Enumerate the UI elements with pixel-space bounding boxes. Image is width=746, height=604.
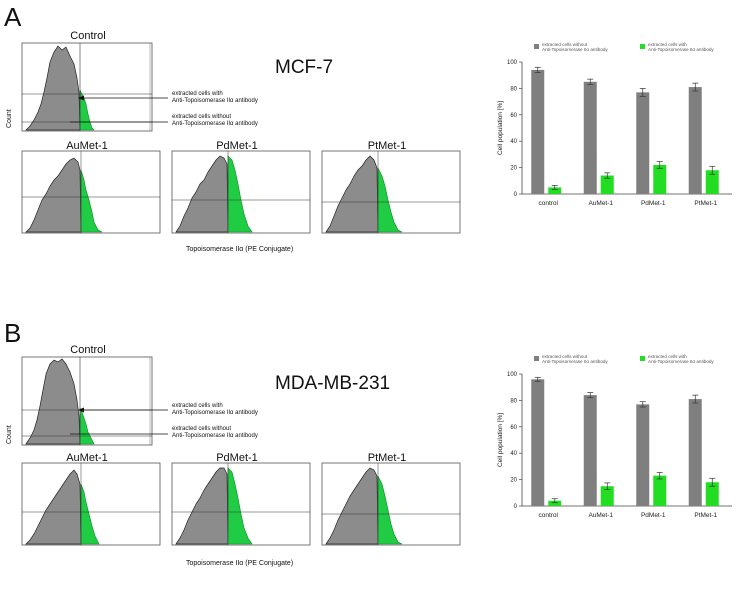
cell-line-title: MDA-MB-231 <box>275 373 391 394</box>
count-axis-label: Count <box>6 109 13 128</box>
annotation-with-line1: extracted cells with <box>172 91 223 97</box>
bar-with-3 <box>705 482 719 506</box>
pdmet-title: PdMet-1 <box>216 452 258 464</box>
annotation-with-line2: Anti-Topoisomerase IIα antibody <box>172 410 258 416</box>
count-axis-label: Count <box>6 425 13 444</box>
y-tick-label: 0 <box>514 504 518 510</box>
y-tick-label: 40 <box>510 451 517 457</box>
panel-letter: B <box>4 318 22 348</box>
y-tick-label: 80 <box>510 86 517 92</box>
chart-legend: extracted cells withoutAnti-Topoisomeras… <box>534 354 714 364</box>
bar-with-1 <box>600 175 614 194</box>
y-tick-label: 60 <box>510 425 517 431</box>
category-label-2: PdMet-1 <box>641 512 666 519</box>
legend-label-without-1: extracted cells without <box>542 354 588 359</box>
annotation-arrows <box>70 95 168 123</box>
legend-label-with-1: extracted cells with <box>648 354 687 359</box>
legend-label-without-1: extracted cells without <box>542 42 588 47</box>
annotation-without-line2: Anti-Topoisomerase IIα antibody <box>172 433 258 439</box>
control-histogram <box>21 356 153 446</box>
bar-chart-a: extracted cells withoutAnti-Topoisomeras… <box>497 42 732 207</box>
annotation-without-line2: Anti-Topoisomerase IIα antibody <box>172 121 258 127</box>
annotation-without-line1: extracted cells without <box>172 426 232 432</box>
y-tick-label: 20 <box>510 166 517 172</box>
y-tick-label: 40 <box>510 139 517 145</box>
bar-without-3 <box>688 87 702 194</box>
annotation-with: extracted cells with Anti-Topoisomerase … <box>172 91 258 105</box>
ptmet-title: PtMet-1 <box>367 140 407 152</box>
annotation-with: extracted cells with Anti-Topoisomerase … <box>172 403 258 417</box>
bar-without-1 <box>583 395 597 506</box>
y-axis-label: Cell population [%] <box>497 413 504 467</box>
pdmet-title: PdMet-1 <box>216 140 258 152</box>
bar-with-3 <box>705 170 719 194</box>
panel-a: A MCF-7 Count Control extracted cells wi… <box>0 0 746 288</box>
cell-line-title: MCF-7 <box>275 57 334 78</box>
annotation-with-line1: extracted cells with <box>172 403 223 409</box>
bar-with-0 <box>548 500 562 506</box>
y-tick-label: 100 <box>507 60 518 66</box>
bar-without-0 <box>531 379 545 506</box>
legend-swatch-without <box>534 356 539 361</box>
y-tick-label: 60 <box>510 113 517 119</box>
legend-label-with-2: Anti-Topoisomerase IIα antibody <box>648 47 714 52</box>
bar-without-2 <box>636 92 650 194</box>
panel-b: B MDA-MB-231 Count Control extracted cel… <box>0 316 746 604</box>
category-label-0: control <box>538 200 558 207</box>
legend-label-with-1: extracted cells with <box>648 42 687 47</box>
bar-with-2 <box>653 164 667 194</box>
category-label-3: PtMet-1 <box>694 512 717 519</box>
bar-without-0 <box>531 69 545 194</box>
aumet-title: AuMet-1 <box>66 140 108 152</box>
legend-swatch-with <box>640 44 645 49</box>
category-label-2: PdMet-1 <box>641 200 666 207</box>
ptmet-title: PtMet-1 <box>367 452 407 464</box>
aumet-title: AuMet-1 <box>66 452 108 464</box>
bar-without-1 <box>583 81 597 194</box>
x-axis-label: Topoisomerase IIα (PE Conjugate) <box>186 560 294 567</box>
chart-legend: extracted cells withoutAnti-Topoisomeras… <box>534 42 714 52</box>
annotation-without-line1: extracted cells without <box>172 114 232 120</box>
annotation-with-line2: Anti-Topoisomerase IIα antibody <box>172 98 258 104</box>
legend-swatch-with <box>640 356 645 361</box>
bar-chart-b: extracted cells withoutAnti-Topoisomeras… <box>497 354 732 519</box>
panel-letter: A <box>4 2 22 32</box>
legend-label-without-2: Anti-Topoisomerase IIα antibody <box>542 359 608 364</box>
bar-with-2 <box>653 475 667 506</box>
legend-swatch-without <box>534 44 539 49</box>
category-label-3: PtMet-1 <box>694 200 717 207</box>
treatment-histograms <box>21 462 461 546</box>
y-tick-label: 0 <box>514 192 518 198</box>
treatment-histograms <box>21 150 461 234</box>
y-tick-label: 80 <box>510 398 517 404</box>
y-tick-label: 20 <box>510 478 517 484</box>
annotation-without: extracted cells without Anti-Topoisomera… <box>172 114 258 128</box>
x-axis-label: Topoisomerase IIα (PE Conjugate) <box>186 246 294 253</box>
y-tick-label: 100 <box>507 372 518 378</box>
legend-label-without-2: Anti-Topoisomerase IIα antibody <box>542 47 608 52</box>
bar-with-0 <box>548 187 562 194</box>
legend-label-with-2: Anti-Topoisomerase IIα antibody <box>648 359 714 364</box>
bar-without-3 <box>688 399 702 506</box>
y-axis-label: Cell population [%] <box>497 101 504 155</box>
annotation-arrows <box>70 407 168 435</box>
category-label-1: AuMet-1 <box>588 512 613 519</box>
control-title: Control <box>70 30 106 42</box>
control-title: Control <box>70 344 106 356</box>
category-label-1: AuMet-1 <box>588 200 613 207</box>
category-label-0: control <box>538 512 558 519</box>
bar-with-1 <box>600 486 614 506</box>
bar-without-2 <box>636 404 650 506</box>
annotation-without: extracted cells without Anti-Topoisomera… <box>172 426 258 440</box>
